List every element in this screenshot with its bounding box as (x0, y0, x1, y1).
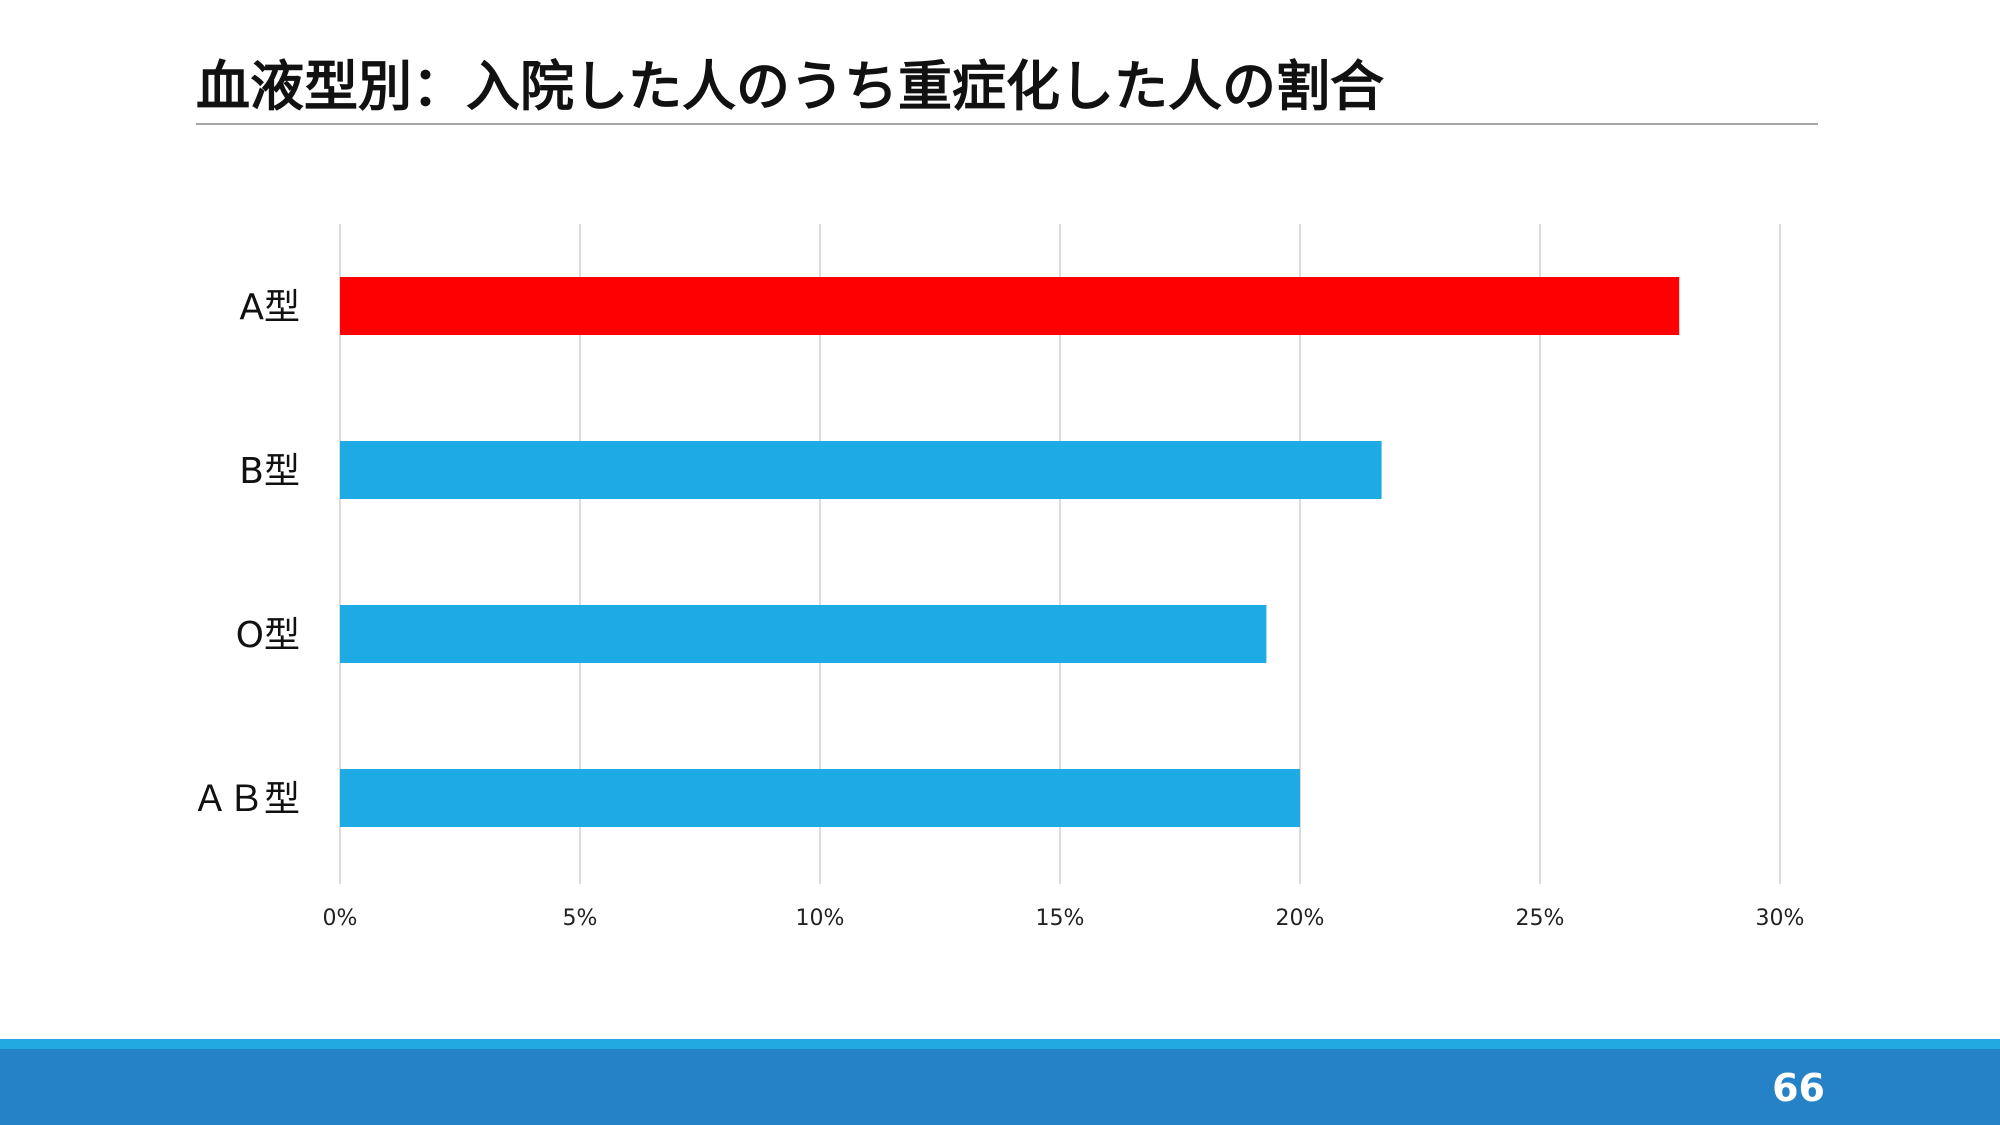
bar (340, 277, 1680, 335)
page-number: 66 (1772, 1066, 1825, 1110)
x-tick-labels: 0% 5% 10% 15% 20% 25% 30% (323, 906, 1805, 931)
footer-bar (0, 1049, 2000, 1125)
title-divider (196, 123, 1818, 125)
category-label: O型 (236, 615, 300, 656)
x-tick-label: 15% (1036, 906, 1085, 931)
bar (340, 441, 1382, 499)
category-labels: A型 B型 O型 ＡＢ型 (192, 287, 300, 820)
x-tick-label: 0% (323, 906, 358, 931)
bar (340, 605, 1267, 663)
category-label: ＡＢ型 (192, 779, 300, 820)
x-tick-label: 30% (1756, 906, 1805, 931)
x-tick-label: 5% (563, 906, 598, 931)
category-label: A型 (239, 287, 300, 328)
x-tick-label: 20% (1276, 906, 1325, 931)
category-label: B型 (239, 451, 300, 492)
bars (340, 277, 1680, 827)
footer-accent-stripe (0, 1039, 2000, 1049)
bar (340, 769, 1300, 827)
x-tick-label: 10% (796, 906, 845, 931)
page-title: 血液型別：入院した人のうち重症化した人の割合 (196, 55, 1384, 118)
x-tick-label: 25% (1516, 906, 1565, 931)
